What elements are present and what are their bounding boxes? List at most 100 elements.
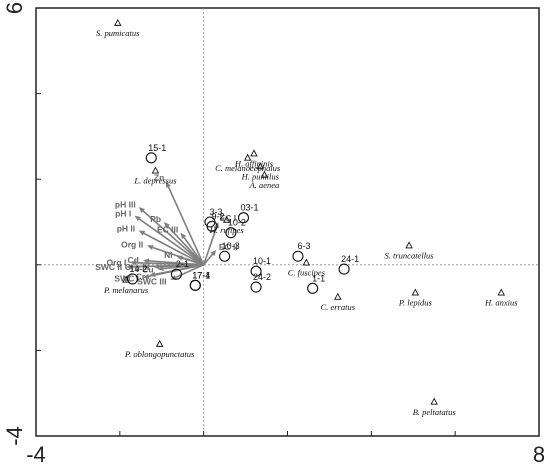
vector-label: SWC III (137, 276, 166, 286)
site-marker (219, 250, 231, 262)
vector-arrow (167, 225, 205, 266)
vector-arrowhead (134, 215, 141, 222)
vector-arrowhead (210, 249, 217, 257)
vector-label: pH II (117, 224, 135, 234)
species-marker (430, 397, 438, 405)
site-label: 10-2 (228, 218, 246, 228)
vector-arrow (175, 264, 204, 279)
species-label: P. melanarus (103, 285, 149, 295)
site-marker (145, 152, 157, 164)
site-label: 03-1 (240, 203, 258, 213)
species-marker (256, 162, 265, 170)
site-label: 24-1 (341, 254, 359, 264)
species-marker (222, 215, 231, 223)
site-label: 3-3 (209, 207, 222, 217)
y-tick-label: 6 (2, 2, 27, 14)
vector-label: EC II (219, 242, 238, 252)
site-marker (126, 273, 138, 285)
site-marker (225, 227, 237, 239)
species-label: P. oblongopunctatus (124, 349, 195, 359)
vector-arrow (143, 232, 205, 266)
species-marker (250, 149, 258, 157)
species-marker (411, 288, 420, 296)
vector-arrowhead (142, 273, 150, 279)
species-marker (405, 241, 413, 249)
x-tick-label: -4 (26, 442, 46, 466)
species-label: L. depressus (133, 176, 177, 186)
vector-label: Cr (136, 271, 146, 281)
vector-label: Zn (154, 173, 164, 183)
vector-label: EC III (157, 224, 178, 234)
site-label: 10-1 (253, 256, 271, 266)
species-label: B. peltatatus (413, 407, 457, 417)
plot-frame (35, 7, 540, 437)
x-ticks (35, 431, 540, 436)
vector-label: Org II (121, 239, 143, 249)
species-label: H. affininis (234, 159, 274, 169)
site-marker (237, 212, 250, 224)
vector-arrow (142, 210, 205, 266)
vector-arrowhead (165, 181, 171, 188)
site-points: 15-1 3-39-2 03-1 10-2 10-3 10-1 6-3 24-1 1-1 24-2… (126, 143, 359, 294)
y-ticks (36, 7, 41, 437)
site-label: 17-1 (192, 270, 210, 280)
site-label: 10-3 (222, 241, 240, 251)
species-label: H. anxius (484, 298, 518, 308)
vector-arrowhead (126, 264, 133, 270)
vector-label: Ni (164, 250, 173, 260)
site-label: 14-2 (129, 264, 147, 274)
x-tick-label: 8 (533, 442, 545, 466)
species-label: S. truncatellus (385, 251, 435, 261)
vector-arrow (167, 186, 205, 266)
site-marker (250, 281, 262, 293)
species-marker (302, 258, 311, 266)
site-marker (250, 265, 262, 277)
species-marker (155, 339, 164, 347)
site-marker (292, 250, 304, 262)
vector-arrow (138, 218, 205, 266)
vector-label: SWC II (95, 262, 122, 272)
vector-arrowhead (138, 230, 146, 236)
site-label: 17-4 (192, 270, 210, 280)
site-marker (338, 263, 350, 275)
species-label: C. melanocephalus (215, 163, 281, 173)
vector-label: Cu (142, 264, 153, 274)
species-label: C. fuscipes (288, 268, 326, 278)
site-label: 15-1 (148, 143, 166, 153)
site-label: 24-2 (253, 272, 271, 282)
species-label: H. pumilus (241, 171, 280, 181)
site-marker (307, 282, 319, 294)
species-marker (151, 166, 160, 174)
vector-arrowhead (163, 222, 170, 229)
vector-arrowhead (138, 207, 145, 213)
species-label: S. pumicatus (96, 28, 140, 38)
vector-arrowhead (180, 232, 187, 240)
vector-label: pH III (115, 199, 136, 209)
species-label: A. aenea (249, 180, 280, 190)
site-label: 9-2 (212, 211, 225, 221)
site-label: 2-1 (176, 259, 189, 269)
site-marker (189, 279, 201, 291)
vector-arrowhead (157, 265, 164, 272)
site-label: 1-1 (312, 273, 325, 283)
vector-arrowhead (142, 258, 150, 264)
vector-arrowhead (147, 245, 154, 250)
species-label: C. erratus (321, 302, 356, 312)
vector-arrowhead (130, 260, 137, 266)
species-marker (497, 288, 506, 296)
vector-label: Pb (150, 214, 161, 224)
vector-arrow (148, 264, 204, 278)
vector-arrowhead (176, 255, 183, 261)
species-marker (334, 292, 342, 300)
vector-arrow (183, 237, 205, 266)
y-tick-label: -4 (2, 426, 27, 446)
site-marker (206, 220, 218, 232)
species-marker (243, 153, 252, 161)
site-label: 6-3 (297, 241, 310, 251)
vector-label: Cd (128, 255, 139, 265)
vector-arrow (181, 257, 204, 266)
vector-arrow (203, 253, 213, 266)
